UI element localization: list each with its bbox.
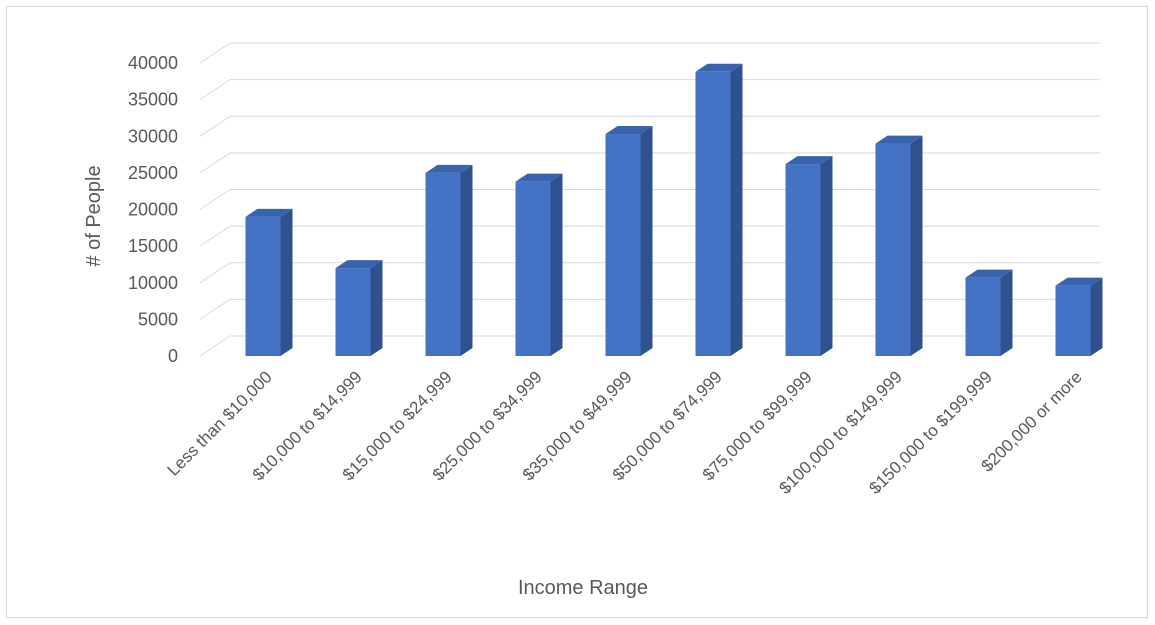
- chart-area: [6, 6, 1148, 618]
- bar-top: [605, 126, 653, 135]
- bar-front: [1055, 285, 1091, 356]
- x-axis-title: Income Range: [518, 577, 648, 599]
- bar-front: [335, 268, 371, 356]
- bar-side: [1090, 277, 1103, 356]
- bar-front: [965, 277, 1001, 356]
- bar-side: [370, 260, 383, 356]
- gridline-diagonal: [199, 152, 231, 174]
- bar-side: [460, 164, 473, 356]
- gridline-diagonal: [199, 79, 231, 101]
- bar: [605, 126, 653, 357]
- bar-front: [695, 71, 731, 356]
- bar: [335, 260, 383, 356]
- bar: [695, 63, 743, 356]
- bar: [875, 135, 923, 356]
- y-tick-label: 35000: [128, 90, 178, 110]
- bar: [785, 156, 833, 356]
- bar: [425, 164, 473, 356]
- bar-top: [1055, 277, 1103, 286]
- bar-top: [875, 135, 923, 144]
- bar: [245, 208, 293, 356]
- bar-side: [730, 63, 743, 356]
- bar-front: [785, 164, 821, 356]
- gridline-diagonal: [199, 42, 231, 64]
- y-tick-label: 0: [168, 346, 178, 366]
- gridline-diagonal: [199, 298, 231, 320]
- bar: [965, 269, 1013, 356]
- bar-top: [785, 156, 833, 165]
- bar-top: [695, 63, 743, 72]
- bar-top: [965, 269, 1013, 278]
- y-axis-title: # of People: [83, 165, 105, 266]
- x-axis-ticks: Less than $10,000$10,000 to $14,999$15,0…: [163, 367, 1085, 497]
- bar-side: [640, 126, 653, 357]
- y-tick-label: 10000: [128, 273, 178, 293]
- x-tick-label: $200,000 or more: [977, 367, 1085, 475]
- gridline-diagonal: [199, 115, 231, 137]
- bar-front: [515, 181, 551, 356]
- bar-top: [335, 260, 383, 269]
- bar-front: [605, 134, 641, 356]
- y-axis-ticks: 0 5000 10000 15000 20000 25000 30000 35000 40000: [128, 53, 178, 366]
- gridline-diagonal: [199, 225, 231, 247]
- bars: [245, 63, 1103, 357]
- bar-side: [910, 135, 923, 356]
- y-tick-label: 25000: [128, 163, 178, 183]
- bar-front: [245, 216, 281, 356]
- bar-side: [1000, 269, 1013, 356]
- bar: [515, 173, 563, 356]
- bar-side: [280, 208, 293, 356]
- gridline-diagonal: [199, 262, 231, 284]
- y-tick-label: 15000: [128, 236, 178, 256]
- bar-top: [245, 208, 293, 217]
- bar-front: [875, 143, 911, 356]
- y-tick-label: 20000: [128, 200, 178, 220]
- bar-top: [425, 164, 473, 173]
- bar-side: [550, 173, 563, 356]
- bar-top: [515, 173, 563, 182]
- y-tick-label: 5000: [138, 309, 178, 329]
- gridline-diagonal: [199, 335, 231, 357]
- y-tick-label: 30000: [128, 126, 178, 146]
- gridline-diagonal: [199, 189, 231, 210]
- bar-front: [425, 172, 461, 356]
- bar-side: [820, 156, 833, 356]
- y-tick-label: 40000: [128, 53, 178, 73]
- bar: [1055, 277, 1103, 356]
